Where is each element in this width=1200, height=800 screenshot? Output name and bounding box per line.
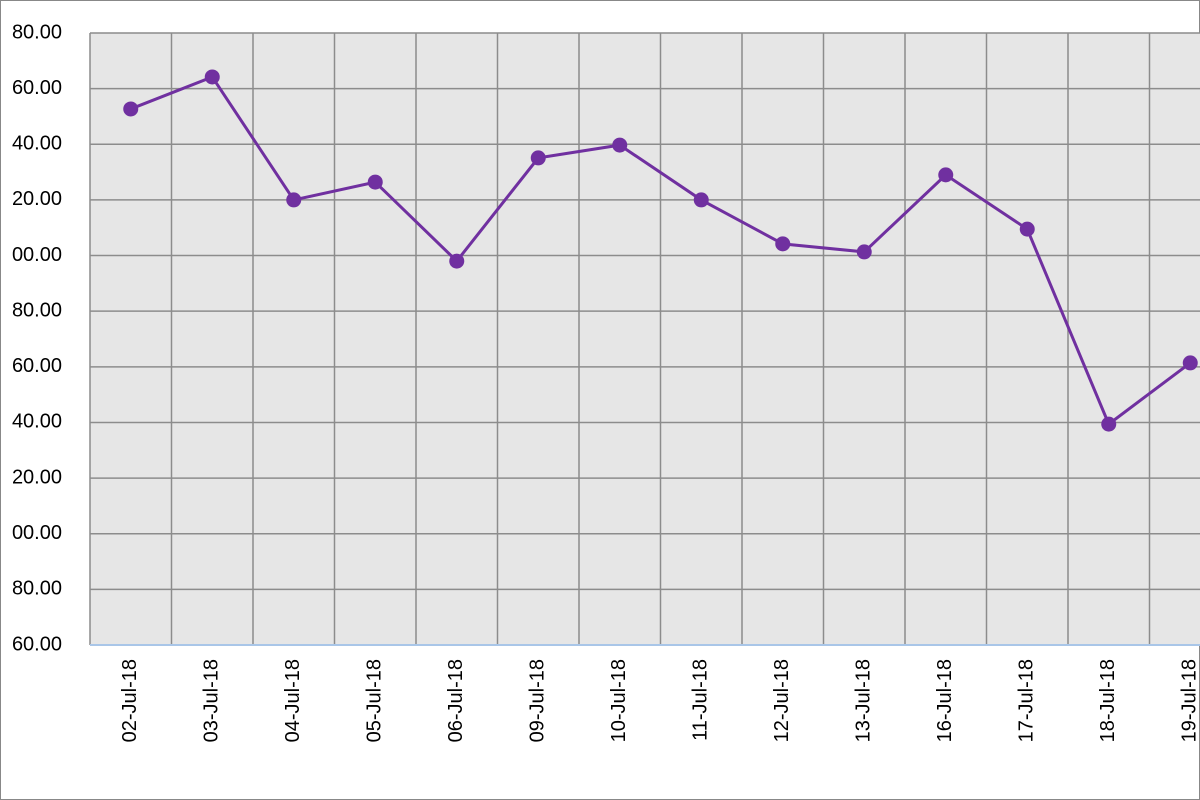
data-point: [612, 137, 628, 153]
x-tick-label: 03-Jul-18: [201, 659, 223, 742]
data-point: [123, 101, 139, 117]
y-tick-label: 40.00: [12, 133, 62, 155]
x-tick-label: 09-Jul-18: [527, 659, 549, 742]
x-tick-label: 05-Jul-18: [364, 659, 386, 742]
data-point: [1019, 221, 1035, 237]
y-tick-label: 80.00: [12, 578, 62, 600]
data-point: [367, 174, 383, 190]
data-point: [1101, 416, 1117, 432]
x-tick-label: 16-Jul-18: [934, 659, 956, 742]
data-point: [856, 244, 872, 260]
data-point: [1182, 355, 1198, 371]
y-tick-label: 60.00: [12, 633, 62, 655]
data-point: [286, 192, 302, 208]
y-tick-label: 20.00: [12, 188, 62, 210]
y-tick-label: 20.00: [12, 466, 62, 488]
data-point: [775, 236, 791, 252]
x-tick-label: 10-Jul-18: [608, 659, 630, 742]
data-point: [693, 192, 709, 208]
x-tick-label: 12-Jul-18: [771, 659, 793, 742]
x-tick-label: 02-Jul-18: [119, 659, 141, 742]
y-tick-label: 80.00: [12, 299, 62, 321]
data-point: [938, 167, 954, 183]
y-tick-label: 00.00: [12, 244, 62, 266]
x-tick-label: 18-Jul-18: [1097, 659, 1119, 742]
y-tick-label: 60.00: [12, 77, 62, 99]
data-point: [449, 253, 465, 269]
y-tick-label: 60.00: [12, 355, 62, 377]
x-tick-label: 13-Jul-18: [853, 659, 875, 742]
y-tick-label: 40.00: [12, 411, 62, 433]
x-tick-label: 11-Jul-18: [690, 659, 712, 741]
x-tick-label: 19-Jul-18: [1179, 659, 1200, 742]
x-tick-label: 17-Jul-18: [1016, 659, 1038, 742]
data-point: [530, 150, 546, 166]
x-tick-label: 04-Jul-18: [282, 659, 304, 742]
x-tick-label: 06-Jul-18: [445, 659, 467, 742]
plot-area: [90, 33, 1200, 645]
y-tick-label: 80.00: [12, 21, 62, 43]
y-tick-label: 00.00: [12, 522, 62, 544]
data-point: [204, 69, 220, 85]
series-line: [130, 75, 1192, 427]
